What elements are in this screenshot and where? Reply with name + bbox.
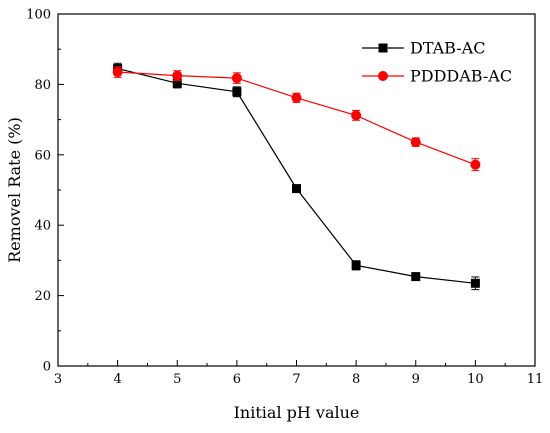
data-point [291,92,302,103]
data-point [232,87,242,97]
x-tick-label: 5 [173,372,181,387]
legend-label: DTAB-AC [410,39,485,58]
x-axis-ticks: 3 4 5 6 7 8 9 10 11 [54,360,543,387]
x-tick-label: 8 [352,372,360,387]
x-tick-label: 11 [527,372,544,387]
legend-label: PDDDAB-AC [410,67,512,86]
data-point [351,260,361,270]
y-tick-label: 0 [43,360,51,375]
x-tick-label: 9 [412,372,420,387]
x-tick-label: 6 [233,372,241,387]
data-point [172,70,183,81]
y-axis-ticks: 0 20 40 60 80 100 [26,8,64,375]
x-tick-label: 4 [113,372,121,387]
data-point [292,184,301,194]
legend-item: DTAB-AC [362,39,485,58]
data-point [411,272,421,282]
data-point [112,67,123,78]
data-point [470,159,481,170]
legend-item: PDDDAB-AC [362,67,512,86]
series-line [117,71,476,166]
legend: DTAB-AC PDDDAB-AC [362,39,512,86]
x-tick-label: 7 [292,372,300,387]
data-point [231,73,242,84]
data-point [351,110,362,121]
legend-marker [378,43,388,53]
x-tick-label: 3 [54,372,62,387]
y-tick-label: 20 [34,289,51,304]
y-tick-label: 80 [34,78,51,93]
x-axis-title: Initial pH value [234,403,360,422]
data-point [410,137,421,148]
data-point [172,78,182,88]
y-tick-label: 60 [34,148,51,163]
data-point [470,278,480,288]
x-tick-label: 10 [467,372,484,387]
series-layer [112,62,481,291]
y-tick-label: 40 [34,219,51,234]
plot-area-frame [57,13,536,367]
y-axis-title: Removel Rate (%) [5,117,24,263]
y-tick-label: 100 [26,8,51,23]
series-pdddab-ac [112,66,481,172]
legend-marker [378,71,388,81]
